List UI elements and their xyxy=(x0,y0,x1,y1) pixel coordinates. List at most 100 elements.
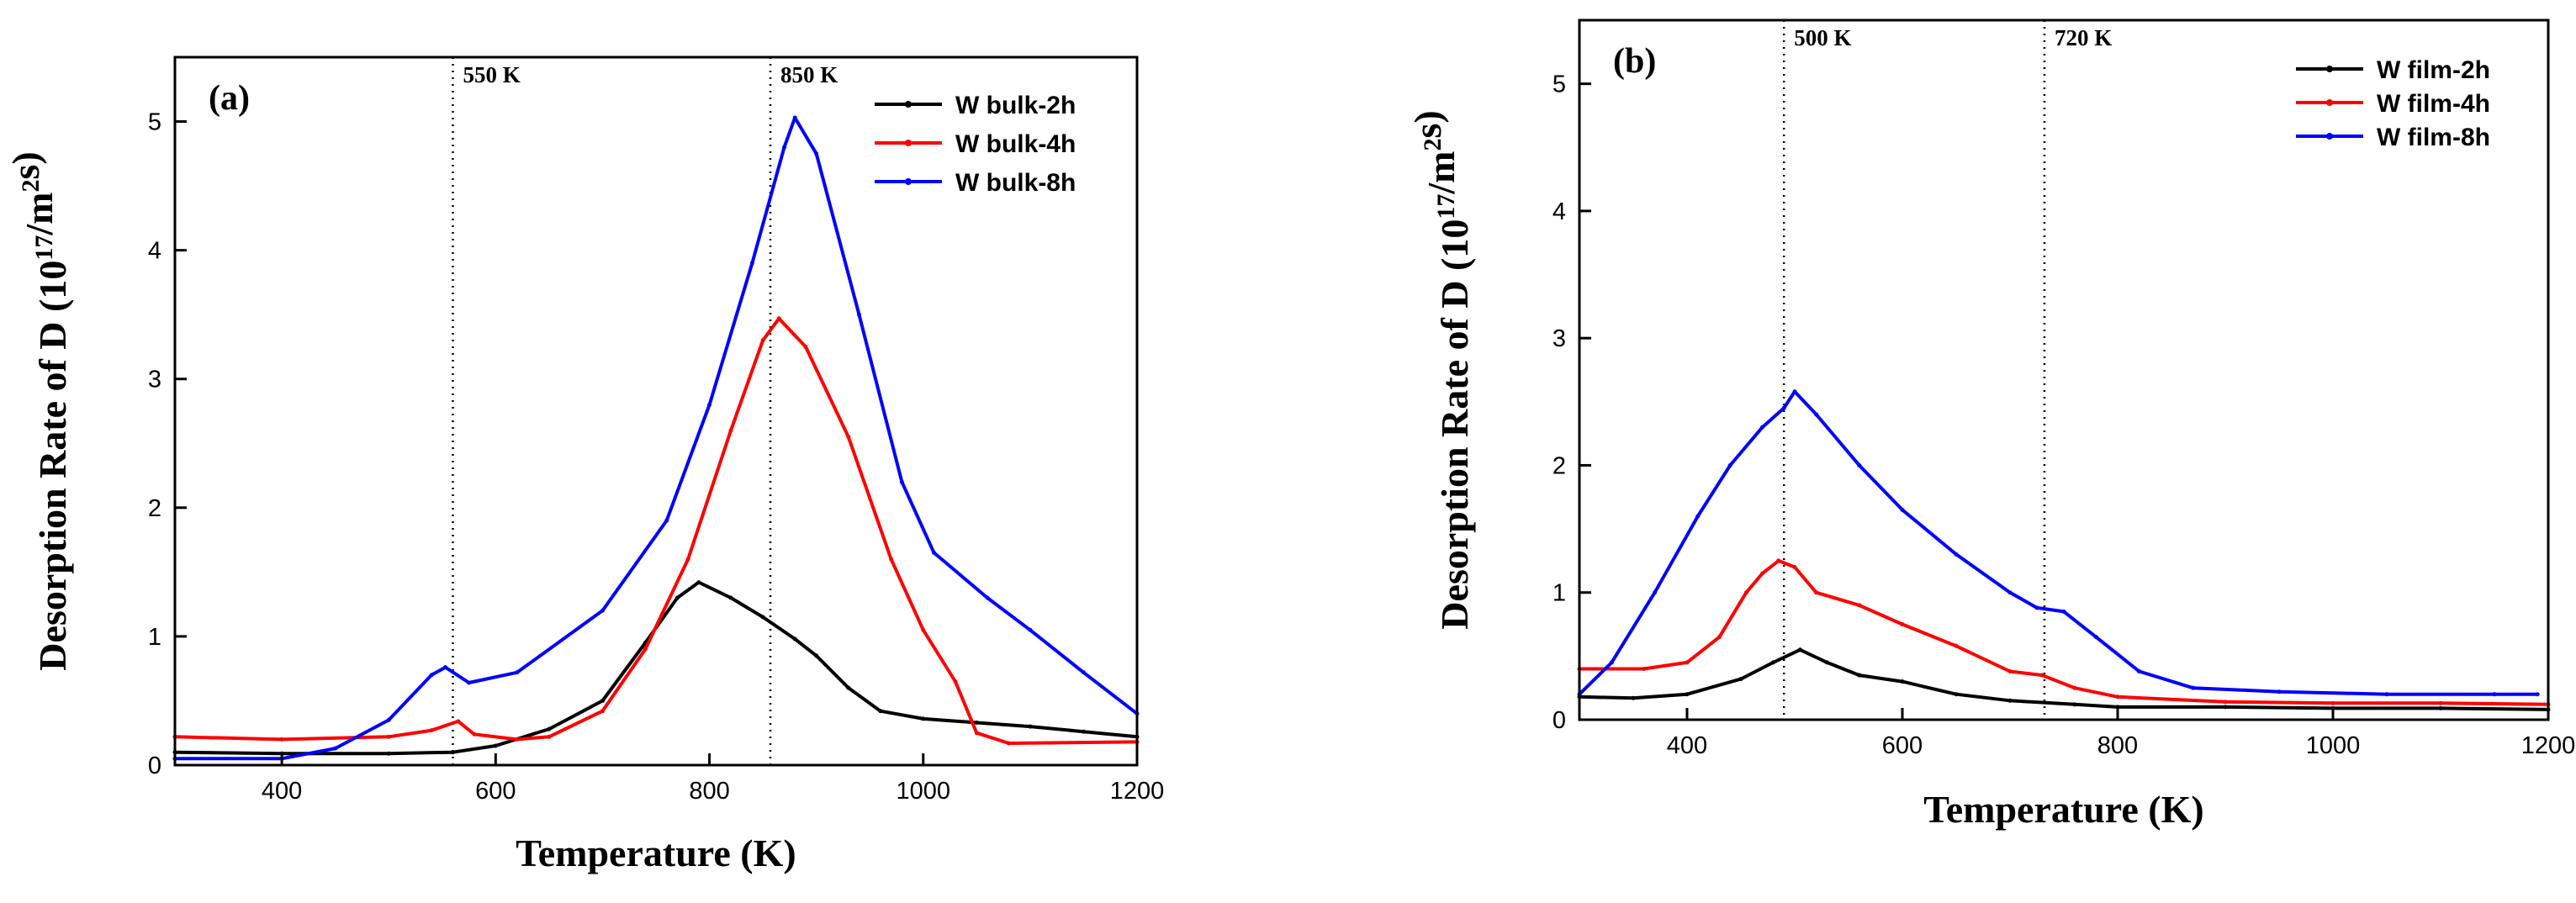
y-axis-title-superscript: 17 xyxy=(30,235,58,261)
data-point xyxy=(1685,692,1690,697)
x-tick-label: 800 xyxy=(2097,732,2138,759)
data-point xyxy=(547,734,552,739)
data-point xyxy=(1685,660,1690,665)
data-point xyxy=(386,717,391,722)
legend-label: W bulk-8h xyxy=(955,169,1076,197)
y-tick-label: 5 xyxy=(148,109,161,136)
legend-marker xyxy=(905,101,912,108)
y-tick-label: 4 xyxy=(148,238,161,265)
data-point xyxy=(450,750,455,755)
data-point xyxy=(846,685,851,690)
plot-frame xyxy=(173,55,1139,767)
reference-line-label: 550 K xyxy=(463,62,520,87)
data-point xyxy=(1792,564,1797,569)
data-point xyxy=(1857,462,1862,467)
data-point xyxy=(803,344,808,349)
data-point xyxy=(782,145,787,150)
data-point xyxy=(2093,635,2098,640)
data-point xyxy=(2007,669,2013,674)
data-point xyxy=(472,731,477,737)
data-point xyxy=(749,261,754,266)
data-point xyxy=(1609,660,1614,665)
data-point xyxy=(1900,622,1905,627)
y-tick-label: 0 xyxy=(148,752,161,779)
data-point xyxy=(2007,590,2013,595)
data-point xyxy=(814,151,819,156)
data-point xyxy=(429,673,434,678)
data-point xyxy=(515,737,520,742)
series-line xyxy=(173,580,1139,756)
plot-frame xyxy=(1578,18,2550,721)
data-point xyxy=(2492,692,2497,697)
x-tick-label: 400 xyxy=(1667,732,1707,759)
data-point xyxy=(2034,605,2039,610)
x-tick-label: 600 xyxy=(1882,732,1923,759)
legend-marker xyxy=(2326,133,2333,140)
data-point xyxy=(600,698,605,703)
y-axis-title-part: Desorption Rate of D (10 xyxy=(31,261,74,671)
data-point xyxy=(1028,724,1033,729)
y-axis-title-superscript: 17 xyxy=(1432,194,1460,219)
legend-marker xyxy=(2326,66,2333,72)
data-point xyxy=(2191,685,2196,690)
data-point xyxy=(1006,741,1011,746)
data-point xyxy=(1743,590,1748,595)
x-tick-label: 800 xyxy=(689,778,729,805)
y-axis-title-part: s) xyxy=(4,151,47,179)
data-point xyxy=(1797,647,1802,652)
x-tick-label: 1200 xyxy=(2521,732,2576,759)
series-line xyxy=(1578,647,2550,711)
data-point xyxy=(921,627,926,632)
y-axis-title-superscript: 2 xyxy=(1419,139,1447,151)
data-point xyxy=(279,737,284,742)
y-tick-label: 1 xyxy=(1552,580,1566,607)
y-axis-title-part: /m xyxy=(1420,151,1463,195)
data-point xyxy=(456,719,461,724)
data-point xyxy=(792,115,797,120)
y-axis-title-superscript: 2 xyxy=(17,180,45,193)
data-point xyxy=(664,518,669,523)
y-tick-label: 2 xyxy=(148,495,161,522)
data-point xyxy=(600,709,605,714)
chart-a: 550 K 850 K 400 600 800 1000 1200 0 1 2 3 4 5 (a) W bu… xyxy=(4,55,1164,874)
data-point xyxy=(1814,590,1819,595)
legend-marker xyxy=(905,140,912,146)
data-point xyxy=(846,435,851,440)
legend-label: W film-2h xyxy=(2377,56,2490,84)
data-point xyxy=(386,734,391,739)
data-point xyxy=(2007,698,2013,703)
data-point xyxy=(1900,507,1905,512)
y-tick-label: 3 xyxy=(1552,325,1566,352)
data-point xyxy=(600,608,605,613)
data-point xyxy=(2072,685,2077,690)
data-point xyxy=(1857,673,1862,678)
data-point xyxy=(899,479,904,484)
data-point xyxy=(493,743,498,748)
data-point xyxy=(1776,558,1781,563)
series-line xyxy=(1578,558,2550,706)
y-tick-label: 0 xyxy=(1552,707,1566,734)
data-point xyxy=(429,728,434,733)
data-point xyxy=(1954,692,1959,697)
data-point xyxy=(674,595,680,600)
data-point xyxy=(776,316,781,321)
data-point xyxy=(2535,692,2540,697)
reference-line-label: 720 K xyxy=(2055,25,2112,50)
panel-label: (b) xyxy=(1613,42,1656,81)
data-point xyxy=(2438,705,2443,710)
data-point xyxy=(760,338,765,343)
y-tick-label: 3 xyxy=(148,367,161,393)
data-point xyxy=(333,746,338,751)
data-point xyxy=(1760,571,1765,576)
data-point xyxy=(1727,462,1732,467)
data-point xyxy=(2384,692,2389,697)
data-point xyxy=(643,647,648,652)
data-point xyxy=(467,680,472,685)
data-point xyxy=(1716,635,1722,640)
data-point xyxy=(1028,627,1033,632)
data-point xyxy=(1631,695,1636,700)
data-point xyxy=(707,402,712,407)
legend-label: W film-8h xyxy=(2377,124,2490,151)
series-line xyxy=(173,316,1139,745)
data-point xyxy=(728,595,733,600)
